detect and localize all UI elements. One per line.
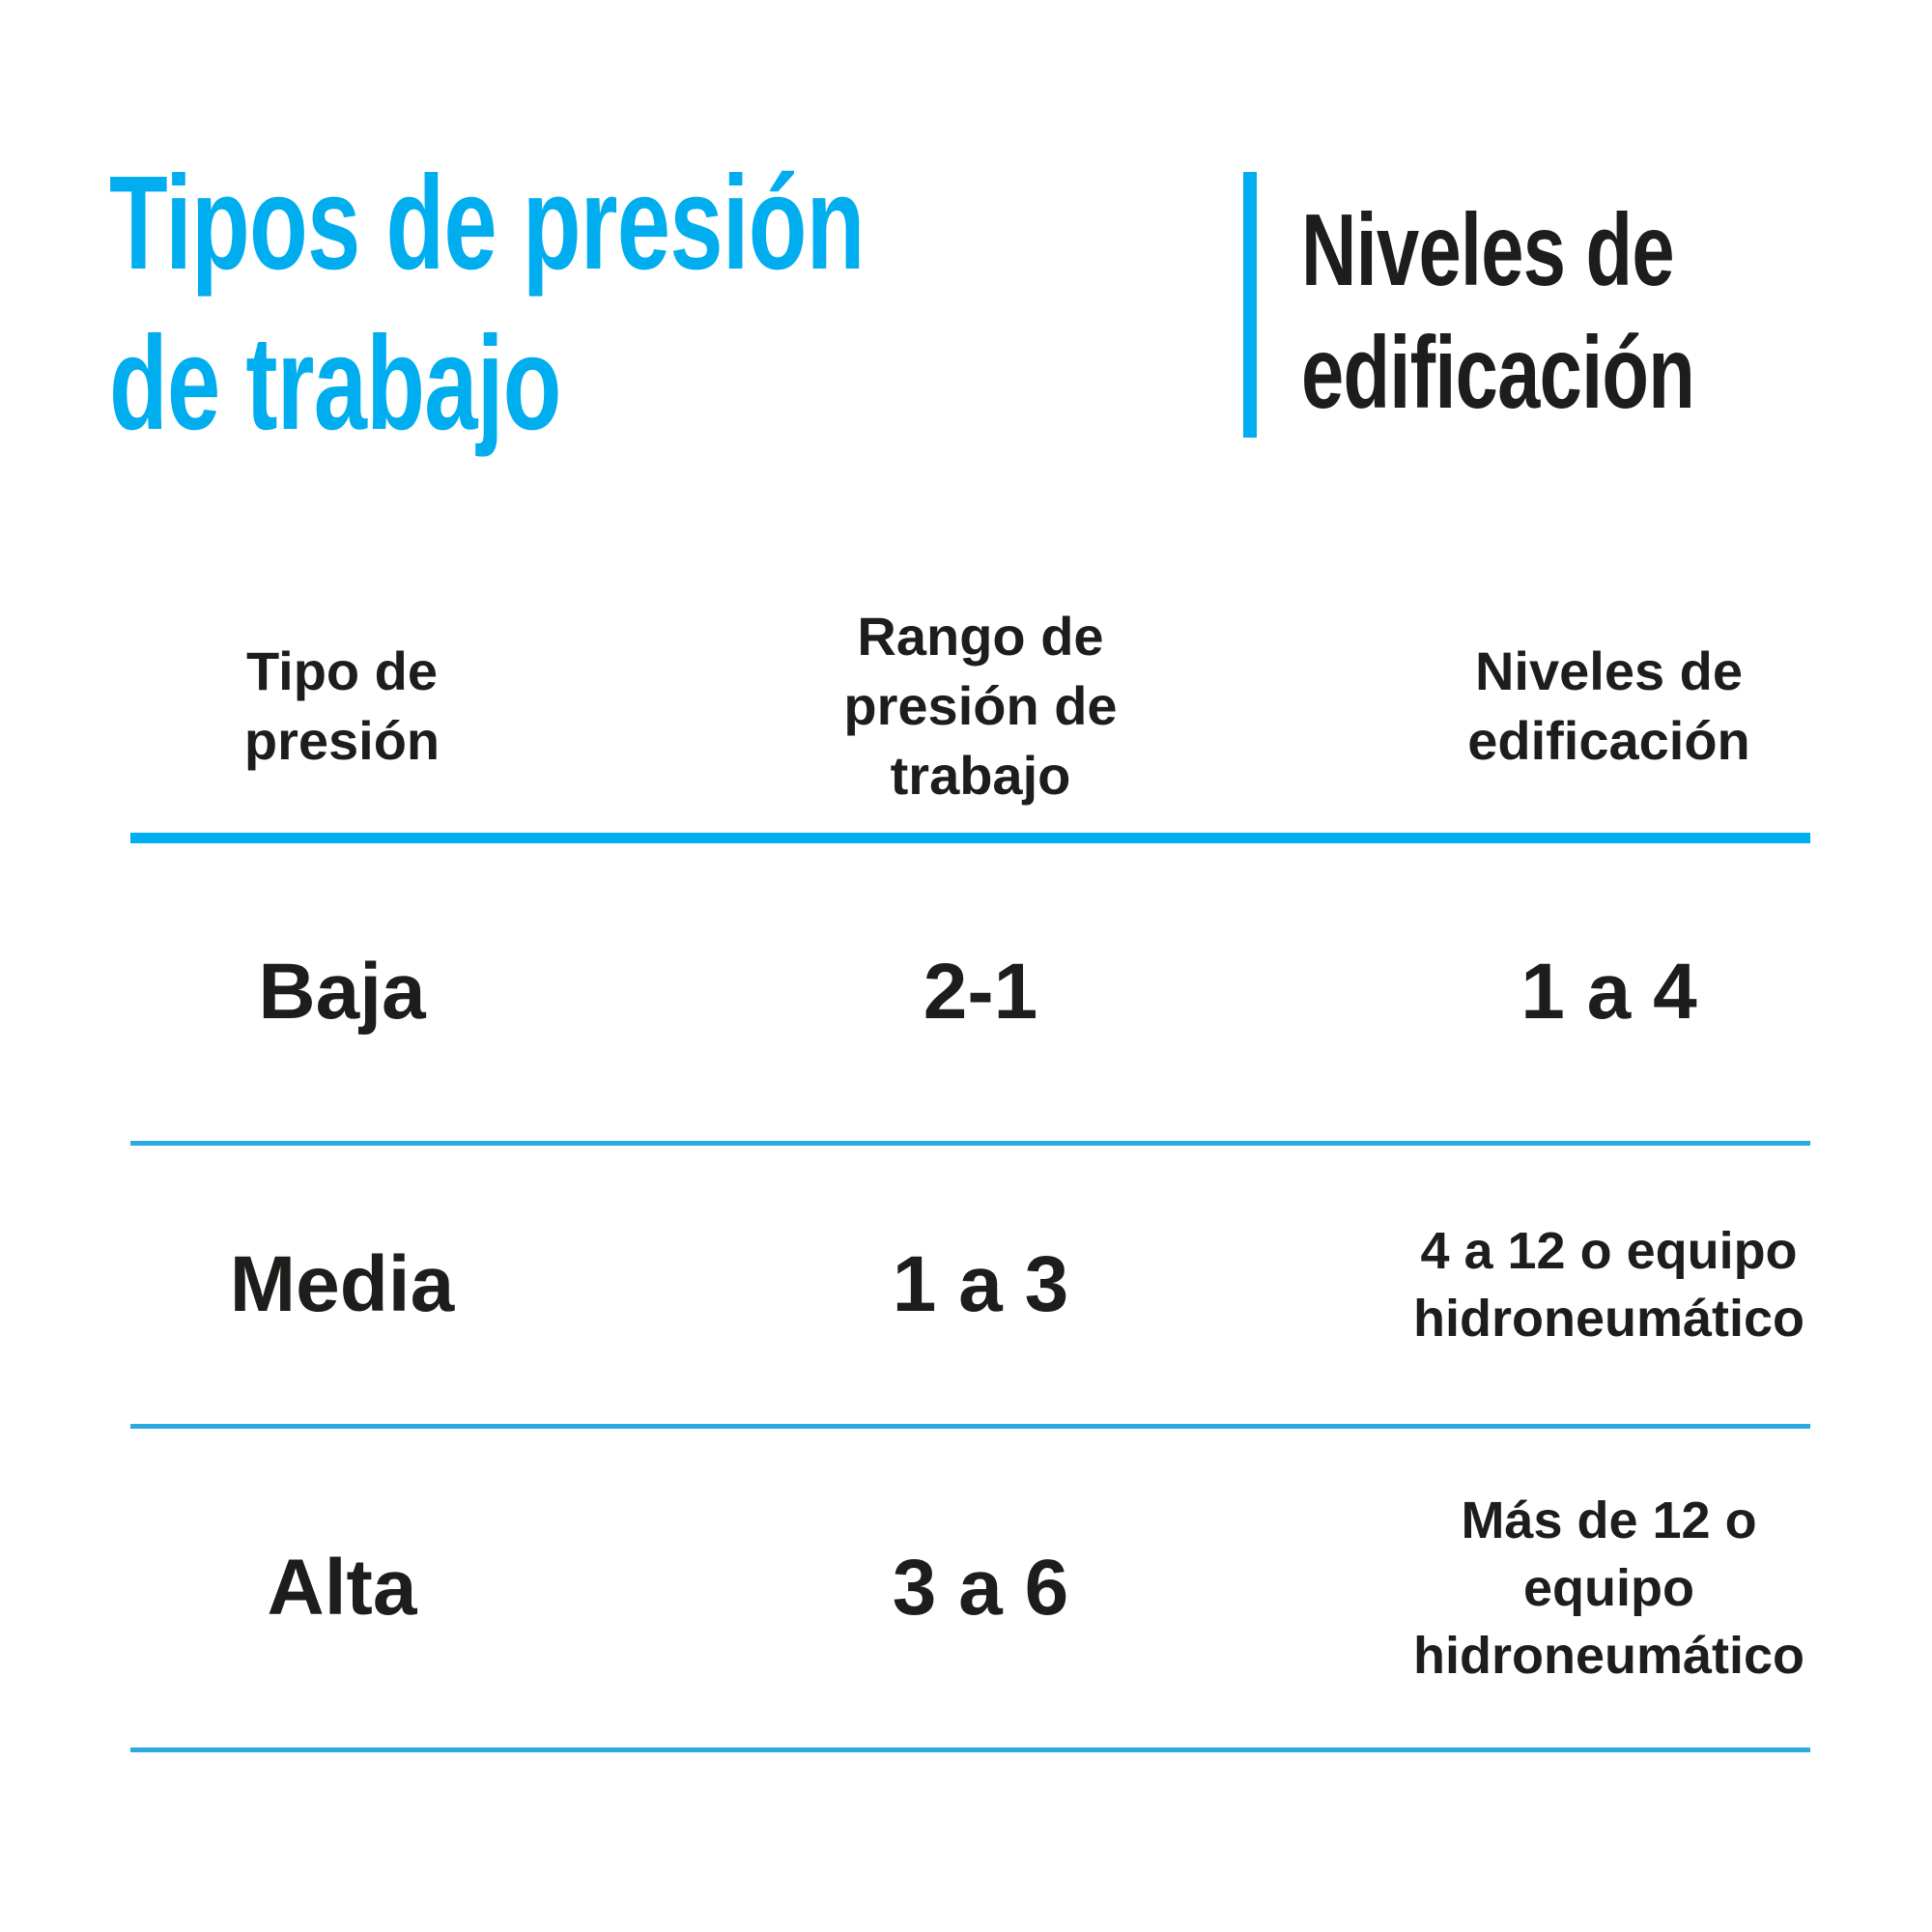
column-header-tipo-de-presion: Tipo de presión [243,640,440,771]
cell-niveles-baja: 1 a 4 [1520,947,1697,1036]
column-header-niveles-de-edificacion: Niveles de edificación [1467,640,1750,771]
header-rule [130,833,1810,843]
cell-tipo-media: Media [229,1239,455,1328]
table-row-alta: Alta 3 a 6 Más de 12 o equipo hidroneumá… [130,1429,1810,1747]
table-header-row: Tipo de presión Rango de presión de trab… [130,580,1810,833]
cell-niveles-alta: Más de 12 o equipo hidroneumático [1412,1492,1805,1685]
cell-rango-media: 1 a 3 [892,1239,1069,1328]
cell-tipo-baja: Baja [258,947,426,1036]
column-header-rango-de-presion: Rango de presión de trabajo [843,606,1118,806]
cell-niveles-media: 4 a 12 o equipo hidroneumático [1412,1222,1805,1348]
page-subtitle: Niveles de edificación [1301,193,1695,431]
table-row-baja: Baja 2-1 1 a 4 [130,843,1810,1141]
row-separator-2 [130,1424,1810,1429]
row-separator-1 [130,1141,1810,1146]
cell-tipo-alta: Alta [267,1543,417,1632]
pressure-table: Tipo de presión Rango de presión de trab… [130,580,1810,1752]
cell-rango-alta: 3 a 6 [892,1543,1069,1632]
title-divider-bar [1243,172,1257,438]
table-row-media: Media 1 a 3 4 a 12 o equipo hidroneumáti… [130,1146,1810,1424]
cell-rango-baja: 2-1 [923,947,1038,1036]
bottom-rule [130,1747,1810,1752]
page-title: Tipos de presión de trabajo [109,149,865,458]
